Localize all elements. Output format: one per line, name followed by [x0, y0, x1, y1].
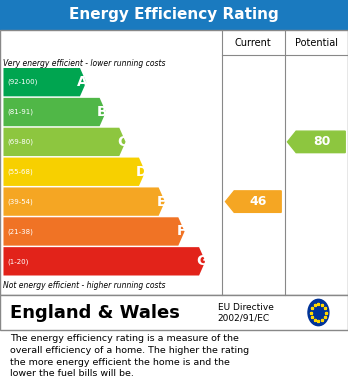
Polygon shape	[3, 247, 205, 276]
Polygon shape	[3, 187, 165, 216]
Text: Potential: Potential	[295, 38, 338, 47]
Text: A: A	[77, 75, 88, 89]
Bar	[0, 0, 348, 30]
Text: F: F	[176, 224, 186, 239]
Polygon shape	[3, 98, 106, 126]
Polygon shape	[3, 128, 126, 156]
Text: B: B	[97, 105, 108, 119]
Ellipse shape	[308, 300, 329, 326]
Text: (1-20): (1-20)	[7, 258, 28, 265]
Text: E: E	[157, 195, 166, 209]
Text: (55-68): (55-68)	[7, 169, 33, 175]
Bar	[0, 30, 348, 295]
Text: EU Directive
2002/91/EC: EU Directive 2002/91/EC	[218, 303, 274, 322]
Text: (92-100): (92-100)	[7, 79, 37, 85]
Text: Energy Efficiency Rating: Energy Efficiency Rating	[69, 7, 279, 23]
Polygon shape	[3, 217, 184, 246]
Text: (21-38): (21-38)	[7, 228, 33, 235]
Polygon shape	[3, 158, 145, 186]
Text: The energy efficiency rating is a measure of the
overall efficiency of a home. T: The energy efficiency rating is a measur…	[10, 334, 250, 378]
Text: Current: Current	[235, 38, 272, 47]
Text: C: C	[117, 135, 127, 149]
Polygon shape	[287, 131, 345, 152]
Bar	[0, 295, 348, 330]
Text: (81-91): (81-91)	[7, 109, 33, 115]
Text: (69-80): (69-80)	[7, 139, 33, 145]
Text: D: D	[136, 165, 148, 179]
Text: G: G	[196, 254, 207, 268]
Polygon shape	[3, 68, 86, 96]
Text: Very energy efficient - lower running costs: Very energy efficient - lower running co…	[3, 59, 166, 68]
Text: (39-54): (39-54)	[7, 198, 33, 205]
Text: 46: 46	[250, 195, 267, 208]
Polygon shape	[226, 191, 281, 212]
Text: 80: 80	[313, 135, 330, 149]
Text: Not energy efficient - higher running costs: Not energy efficient - higher running co…	[3, 282, 166, 291]
Text: England & Wales: England & Wales	[10, 303, 180, 321]
